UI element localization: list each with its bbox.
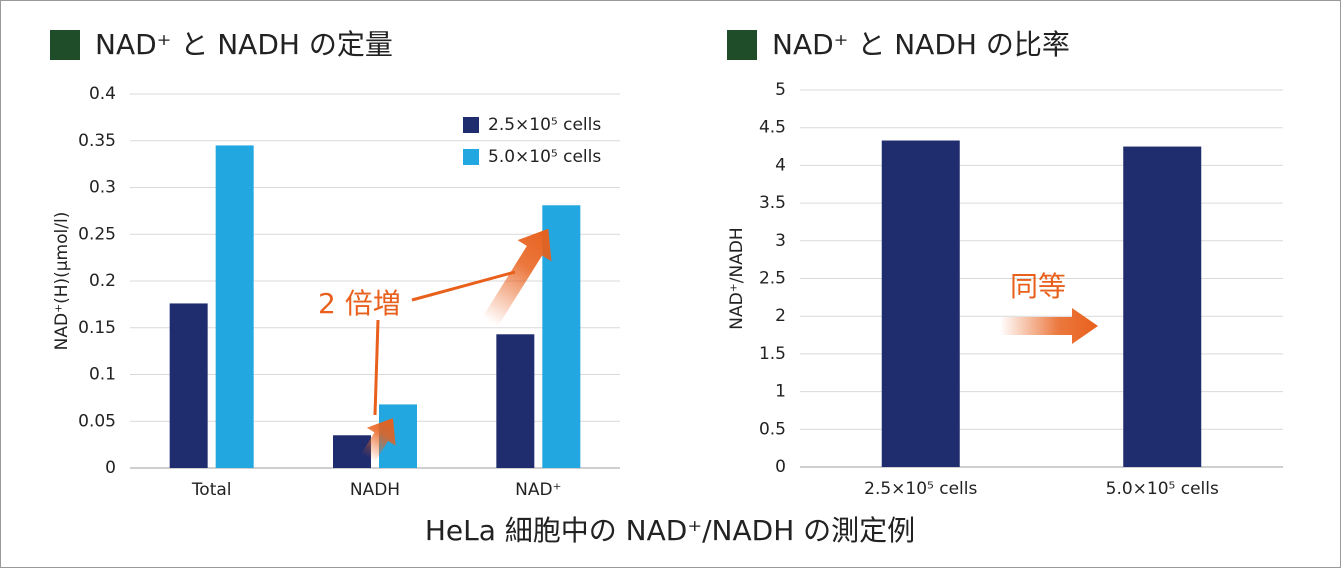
- title-marker: [727, 30, 757, 60]
- y-axis-label: NAD⁺(H)(μmol/l): [52, 212, 72, 351]
- y-tick-label: 2.5: [759, 269, 786, 289]
- y-tick-label: 0.2: [89, 271, 116, 291]
- legend-swatch: [463, 149, 479, 165]
- bar: [496, 334, 535, 468]
- legend-swatch: [463, 117, 479, 133]
- y-tick-label: 0: [105, 458, 116, 478]
- plots: 0 0.05 0.1 0.15 0.2 0.25 0.3 0.35 0.4 NAD⁺(H)(μmo…: [52, 80, 1283, 500]
- y-tick-label: 0.05: [78, 411, 116, 431]
- y-tick-label: 0.5: [759, 419, 786, 439]
- bar: [1123, 146, 1202, 468]
- y-tick-label: 3.5: [759, 193, 786, 213]
- arrow: [1000, 308, 1098, 344]
- chart-title: NAD⁺ と NADH の定量: [95, 28, 393, 61]
- y-tick-label: 0: [775, 457, 786, 477]
- y-tick-label: 2: [775, 306, 786, 326]
- annotations: 2 倍増 同等: [318, 228, 1098, 463]
- y-tick-label: 1: [775, 382, 786, 402]
- arrow: [361, 418, 396, 463]
- y-tick-label: 4: [775, 155, 786, 175]
- x-tick-label: NADH: [350, 480, 400, 500]
- y-tick-label: 4.5: [759, 118, 786, 138]
- pointer-line: [411, 270, 516, 302]
- legend-label: 2.5×10⁵ cells: [488, 115, 601, 135]
- y-tick-label: 0.4: [89, 84, 116, 104]
- chart-title: NAD⁺ と NADH の比率: [772, 28, 1070, 61]
- y-tick-label: 0.25: [78, 224, 116, 244]
- annotation: 同等: [1010, 270, 1066, 303]
- x-tick-label: 5.0×10⁵ cells: [1106, 479, 1219, 499]
- caption: HeLa 細胞中の NAD⁺/NADH の測定例: [425, 514, 915, 547]
- y-tick-label: 0.15: [78, 318, 116, 338]
- bar: [215, 145, 254, 469]
- legend-label: 5.0×10⁵ cells: [488, 147, 601, 167]
- y-tick-label: 0.3: [89, 178, 116, 198]
- y-tick-label: 3: [775, 231, 786, 251]
- y-tick-label: 0.35: [78, 131, 116, 151]
- y-axis-label: NAD⁺/NADH: [727, 227, 747, 329]
- x-tick-label: 2.5×10⁵ cells: [864, 479, 977, 499]
- bar: [169, 303, 208, 468]
- arrow: [482, 228, 552, 327]
- x-tick-label: Total: [191, 480, 232, 500]
- y-tick-label: 0.1: [89, 365, 116, 385]
- y-tick-label: 5: [775, 80, 786, 100]
- pointer-line: [373, 319, 380, 416]
- title-marker: [50, 30, 80, 60]
- y-tick-label: 1.5: [759, 344, 786, 364]
- annotation: 2 倍増: [318, 287, 401, 320]
- x-tick-label: NAD⁺: [515, 480, 561, 500]
- bar: [881, 140, 960, 467]
